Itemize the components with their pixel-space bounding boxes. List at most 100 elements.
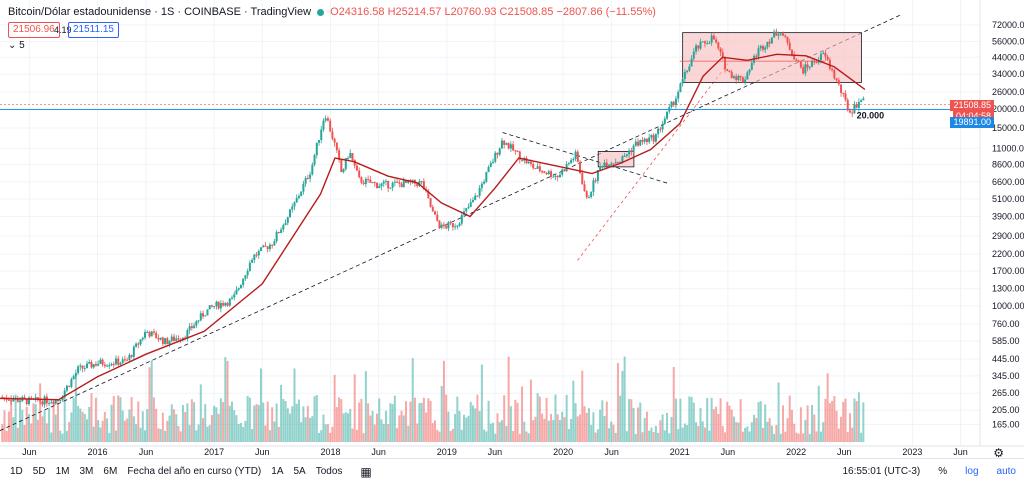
candle-body	[132, 346, 135, 357]
time-tick-label: Jun	[604, 447, 619, 457]
volume-bar	[514, 399, 517, 442]
range-5d[interactable]: 5D	[32, 466, 46, 477]
volume-bar	[48, 407, 51, 442]
volume-bar	[384, 410, 387, 442]
time-tick-label: Jun	[837, 447, 852, 457]
ohlc-values: O24316.58 H25214.57 L20760.93 C21508.85 …	[330, 6, 656, 18]
volume-bar	[65, 430, 68, 442]
range-3m[interactable]: 3M	[79, 466, 94, 477]
indicator-label: 5	[19, 40, 25, 51]
volume-bar	[411, 358, 414, 442]
range-5a[interactable]: 5A	[293, 466, 306, 477]
candle-body	[68, 385, 71, 387]
candle-body	[525, 158, 528, 164]
buy-price-button[interactable]: 21511.15	[68, 22, 119, 38]
candle-body	[661, 123, 664, 130]
gear-icon[interactable]: ⚙	[993, 446, 1004, 460]
volume-bar	[311, 416, 314, 442]
candle-body	[235, 289, 238, 295]
volume-bar	[284, 400, 287, 442]
log-toggle[interactable]: log	[965, 466, 979, 477]
candle-body	[599, 166, 602, 171]
volume-bar	[795, 432, 798, 442]
range-6m[interactable]: 6M	[103, 466, 118, 477]
candle-body	[347, 157, 350, 159]
volume-bar	[550, 413, 553, 442]
volume-bar	[97, 420, 100, 442]
candle-body	[703, 41, 706, 44]
candle-body	[750, 62, 753, 70]
percent-toggle[interactable]: %	[938, 466, 948, 477]
volume-bar	[467, 415, 470, 442]
indicator-toggle[interactable]: ⌄ 5	[8, 40, 25, 51]
volume-bar	[226, 360, 229, 442]
candle-body	[590, 191, 593, 198]
candle-body	[10, 400, 13, 402]
price-axis[interactable]: 72000.00 56000.00 44000.00 34000.00 26000.00…	[0, 0, 1024, 447]
volume-bar	[710, 397, 713, 442]
volume-bar	[242, 426, 245, 442]
calendar-icon[interactable]: ▦	[360, 464, 372, 479]
range-1m[interactable]: 1M	[55, 466, 70, 477]
candle-body	[735, 76, 738, 80]
candle-body	[514, 150, 517, 152]
volume-bar	[505, 425, 508, 442]
candle-body	[630, 150, 633, 152]
volume-bar	[30, 423, 33, 442]
clock-time[interactable]: 16:55:01 (UTC-3)	[842, 466, 921, 477]
volume-bar	[378, 398, 381, 442]
candle-body	[802, 67, 805, 74]
range-1a[interactable]: 1A	[271, 466, 284, 477]
candle-body	[677, 92, 680, 99]
candle-body	[860, 100, 863, 103]
candle-body	[369, 179, 372, 183]
volume-bar	[507, 356, 510, 442]
volume-bar	[826, 373, 829, 442]
candle-body	[474, 195, 477, 201]
volume-bar	[217, 413, 220, 442]
time-axis[interactable]: Jun 2016 Jun 2017 Jun 2018 Jun 2019 Jun 2020 Jun 20…	[22, 447, 968, 457]
volume-bar	[193, 402, 196, 442]
candle-body	[822, 52, 825, 54]
volume-bar	[811, 404, 814, 442]
volume-bar	[485, 431, 488, 442]
volume-bar	[331, 426, 334, 442]
candle-body	[246, 271, 249, 276]
volume-bar	[674, 398, 677, 442]
candle-body	[255, 254, 258, 256]
volume-bar	[326, 424, 329, 442]
symbol-title[interactable]: Bitcoin/Dólar estadounidense · 1S · COIN…	[8, 6, 312, 18]
volume-bar	[688, 396, 691, 442]
volume-bar	[353, 374, 356, 442]
candle-body	[217, 301, 220, 309]
volume-bar	[764, 404, 767, 442]
volume-bar	[329, 432, 332, 442]
countdown-badge: 04:04:58	[952, 111, 994, 122]
volume-bar	[210, 415, 213, 442]
volume-bar	[400, 410, 403, 442]
price-tick-label: 1700.00	[992, 266, 1024, 276]
candle-body	[641, 140, 644, 142]
volume-bar	[88, 406, 91, 442]
candle-body	[534, 168, 537, 170]
range-ytd[interactable]: Fecha del año en curso (YTD)	[127, 466, 262, 477]
volume-bar	[708, 430, 711, 442]
sell-price-button[interactable]: 21506.96	[8, 22, 60, 38]
candle-body	[262, 245, 265, 248]
candle-body	[666, 111, 669, 119]
candle-body	[362, 182, 365, 185]
time-tick-label: Jun	[255, 447, 270, 457]
moving-average-line	[0, 53, 866, 401]
candle-body	[518, 151, 521, 160]
auto-toggle[interactable]: auto	[996, 466, 1016, 477]
candle-body	[376, 182, 379, 189]
candle-body	[197, 320, 200, 322]
volume-bar	[342, 413, 345, 442]
candle-body	[70, 379, 73, 387]
volume-bar	[396, 428, 399, 442]
volume-bar	[715, 406, 718, 442]
range-todos[interactable]: Todos	[315, 466, 343, 477]
volume-bar	[333, 374, 336, 442]
range-1d[interactable]: 1D	[10, 466, 23, 477]
